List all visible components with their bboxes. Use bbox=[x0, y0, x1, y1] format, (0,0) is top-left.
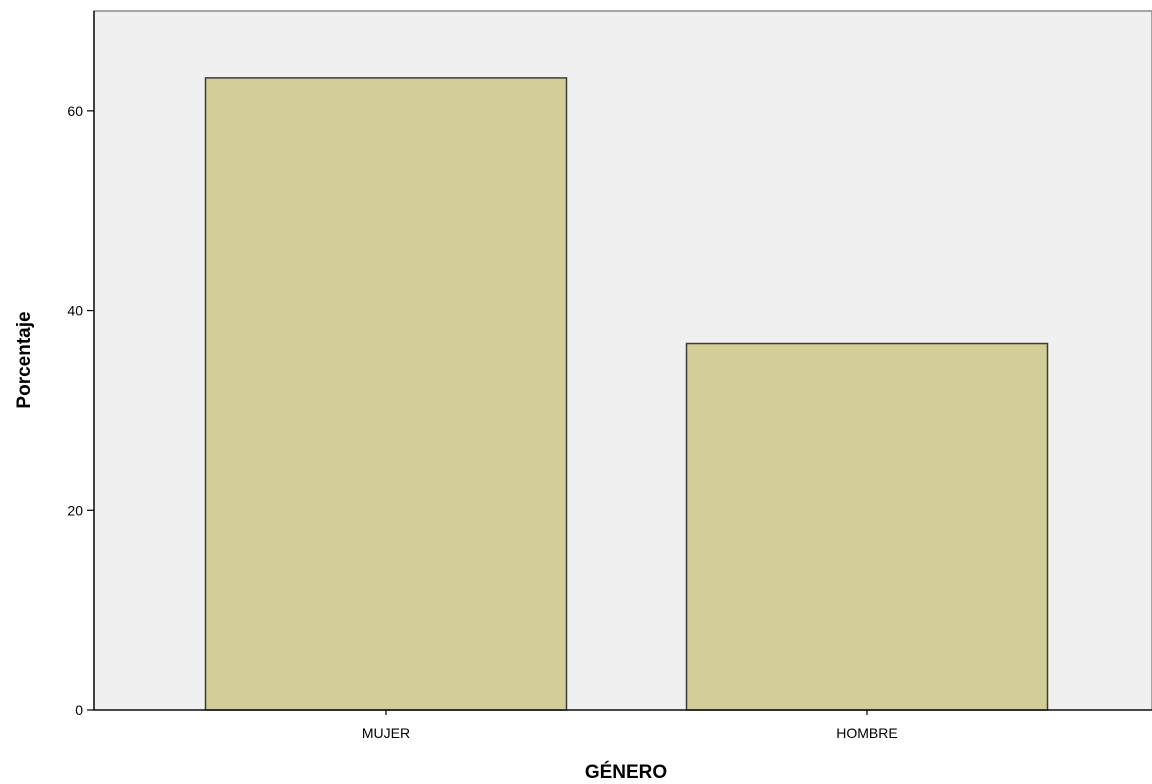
x-axis-title: GÉNERO bbox=[585, 761, 667, 783]
x-tick-label: MUJER bbox=[362, 725, 410, 741]
bar-mujer bbox=[204, 77, 568, 711]
y-axis-title: Porcentaje bbox=[14, 311, 35, 408]
y-tick-label: 20 bbox=[67, 502, 83, 518]
y-tick-label: 40 bbox=[67, 303, 83, 319]
y-tick-label: 60 bbox=[67, 103, 83, 119]
y-tick-label: 0 bbox=[75, 702, 83, 718]
y-ticks-group: 0 20 40 60 bbox=[67, 103, 94, 718]
x-tick-labels-group: MUJER HOMBRE bbox=[362, 710, 898, 741]
bar-hombre bbox=[685, 342, 1049, 711]
x-tick-label: HOMBRE bbox=[836, 725, 897, 741]
